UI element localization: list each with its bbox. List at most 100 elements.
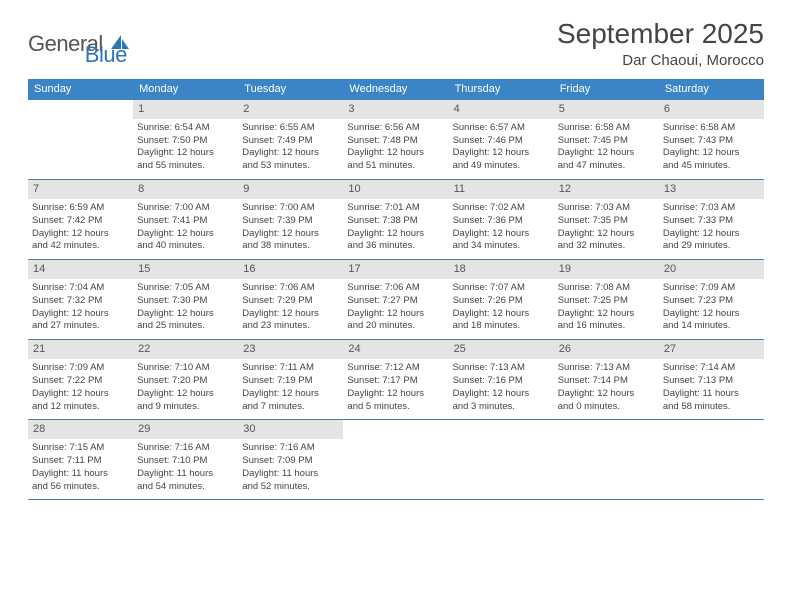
day-number: 11 [449,180,554,199]
calendar-cell: 11Sunrise: 7:02 AMSunset: 7:36 PMDayligh… [449,180,554,259]
calendar-cell [449,420,554,499]
daylight-text: Daylight: 12 hours [137,308,234,321]
day-number: 4 [449,100,554,119]
calendar-cell: 7Sunrise: 6:59 AMSunset: 7:42 PMDaylight… [28,180,133,259]
logo: General Blue [28,20,127,68]
daylight-text: and 53 minutes. [242,160,339,173]
day-number: 19 [554,260,659,279]
daylight-text: Daylight: 12 hours [663,228,760,241]
daylight-text: and 42 minutes. [32,240,129,253]
daylight-text: and 23 minutes. [242,320,339,333]
sunset-text: Sunset: 7:16 PM [453,375,550,388]
calendar-cell: 19Sunrise: 7:08 AMSunset: 7:25 PMDayligh… [554,260,659,339]
day-number: 17 [343,260,448,279]
daylight-text: and 40 minutes. [137,240,234,253]
sunrise-text: Sunrise: 7:16 AM [137,442,234,455]
calendar-cell: 18Sunrise: 7:07 AMSunset: 7:26 PMDayligh… [449,260,554,339]
sunset-text: Sunset: 7:46 PM [453,135,550,148]
daylight-text: and 29 minutes. [663,240,760,253]
calendar-cell: 26Sunrise: 7:13 AMSunset: 7:14 PMDayligh… [554,340,659,419]
day-header-friday: Friday [554,79,659,100]
header: General Blue September 2025 Dar Chaoui, … [28,18,764,69]
daylight-text: and 12 minutes. [32,401,129,414]
calendar-cell: 22Sunrise: 7:10 AMSunset: 7:20 PMDayligh… [133,340,238,419]
sunset-text: Sunset: 7:39 PM [242,215,339,228]
sunrise-text: Sunrise: 7:13 AM [453,362,550,375]
title-block: September 2025 Dar Chaoui, Morocco [557,18,764,69]
daylight-text: and 32 minutes. [558,240,655,253]
calendar-cell: 14Sunrise: 7:04 AMSunset: 7:32 PMDayligh… [28,260,133,339]
sunset-text: Sunset: 7:23 PM [663,295,760,308]
sunrise-text: Sunrise: 6:59 AM [32,202,129,215]
sunset-text: Sunset: 7:36 PM [453,215,550,228]
daylight-text: Daylight: 12 hours [453,228,550,241]
sunrise-text: Sunrise: 7:07 AM [453,282,550,295]
sunset-text: Sunset: 7:43 PM [663,135,760,148]
daylight-text: Daylight: 12 hours [453,308,550,321]
calendar: Sunday Monday Tuesday Wednesday Thursday… [28,79,764,500]
daylight-text: Daylight: 11 hours [663,388,760,401]
calendar-cell [554,420,659,499]
sunset-text: Sunset: 7:20 PM [137,375,234,388]
calendar-cell: 27 Sunrise: 7:14 AMSunset: 7:13 PMDayligh… [659,340,764,419]
daylight-text: and 34 minutes. [453,240,550,253]
sunset-text: Sunset: 7:11 PM [32,455,129,468]
daylight-text: and 56 minutes. [32,481,129,494]
daylight-text: and 0 minutes. [558,401,655,414]
day-number: 10 [343,180,448,199]
calendar-cell: 12Sunrise: 7:03 AMSunset: 7:35 PMDayligh… [554,180,659,259]
daylight-text: Daylight: 12 hours [32,308,129,321]
daylight-text: and 55 minutes. [137,160,234,173]
daylight-text: and 51 minutes. [347,160,444,173]
day-number: 5 [554,100,659,119]
daylight-text: and 5 minutes. [347,401,444,414]
sunset-text: Sunset: 7:13 PM [663,375,760,388]
day-number: 9 [238,180,343,199]
sunrise-text: Sunrise: 6:54 AM [137,122,234,135]
sunrise-text: Sunrise: 7:03 AM [558,202,655,215]
daylight-text: and 3 minutes. [453,401,550,414]
sunrise-text: Sunrise: 7:13 AM [558,362,655,375]
daylight-text: Daylight: 11 hours [137,468,234,481]
sunrise-text: Sunrise: 7:08 AM [558,282,655,295]
daylight-text: Daylight: 12 hours [32,388,129,401]
daylight-text: and 54 minutes. [137,481,234,494]
week-row: 14Sunrise: 7:04 AMSunset: 7:32 PMDayligh… [28,260,764,340]
day-number: 27 [659,340,764,359]
sunrise-text: Sunrise: 7:00 AM [242,202,339,215]
week-row: 7Sunrise: 6:59 AMSunset: 7:42 PMDaylight… [28,180,764,260]
day-number: 12 [554,180,659,199]
sunset-text: Sunset: 7:35 PM [558,215,655,228]
sunrise-text: Sunrise: 7:11 AM [242,362,339,375]
logo-text-blue: Blue [85,42,127,68]
calendar-cell: 6Sunrise: 6:58 AMSunset: 7:43 PMDaylight… [659,100,764,179]
daylight-text: and 18 minutes. [453,320,550,333]
sunset-text: Sunset: 7:33 PM [663,215,760,228]
sunrise-text: Sunrise: 7:14 AM [663,362,760,375]
daylight-text: and 52 minutes. [242,481,339,494]
calendar-cell: 1Sunrise: 6:54 AMSunset: 7:50 PMDaylight… [133,100,238,179]
calendar-cell: 13Sunrise: 7:03 AMSunset: 7:33 PMDayligh… [659,180,764,259]
daylight-text: Daylight: 12 hours [137,228,234,241]
daylight-text: Daylight: 12 hours [137,388,234,401]
daylight-text: and 45 minutes. [663,160,760,173]
daylight-text: and 36 minutes. [347,240,444,253]
sunset-text: Sunset: 7:42 PM [32,215,129,228]
calendar-cell: 21Sunrise: 7:09 AMSunset: 7:22 PMDayligh… [28,340,133,419]
day-number: 25 [449,340,554,359]
sunrise-text: Sunrise: 7:09 AM [663,282,760,295]
day-number: 30 [238,420,343,439]
calendar-cell: 23Sunrise: 7:11 AMSunset: 7:19 PMDayligh… [238,340,343,419]
day-number: 22 [133,340,238,359]
day-number: 8 [133,180,238,199]
sunset-text: Sunset: 7:09 PM [242,455,339,468]
calendar-cell: 2Sunrise: 6:55 AMSunset: 7:49 PMDaylight… [238,100,343,179]
day-header-sunday: Sunday [28,79,133,100]
day-number: 14 [28,260,133,279]
sunset-text: Sunset: 7:30 PM [137,295,234,308]
month-title: September 2025 [557,18,764,50]
day-header-wednesday: Wednesday [343,79,448,100]
calendar-cell: 16Sunrise: 7:06 AMSunset: 7:29 PMDayligh… [238,260,343,339]
sunrise-text: Sunrise: 7:09 AM [32,362,129,375]
calendar-page: General Blue September 2025 Dar Chaoui, … [0,0,792,510]
